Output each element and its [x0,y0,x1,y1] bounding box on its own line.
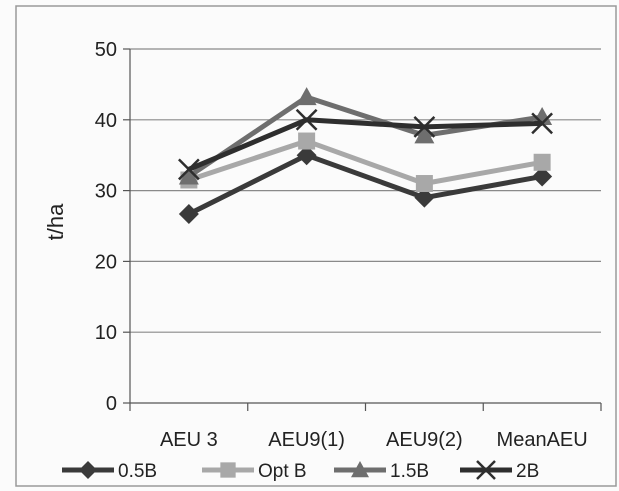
marker-triangle [178,166,199,185]
marker-x [295,108,318,131]
legend-label: 2B [516,461,539,482]
x-tick-label: AEU9(2) [386,429,463,451]
x-tick-label: AEU9(1) [268,429,345,451]
y-tick-label: 50 [95,39,117,61]
y-axis-title: t/ha [43,203,68,240]
y-tick-label: 20 [95,251,117,273]
y-tick-label: 0 [106,393,117,415]
marker-square [298,132,316,150]
marker-x-stroke [295,108,318,131]
legend-label: Opt B [258,461,307,482]
series-line [187,152,543,217]
y-tick-label: 10 [95,322,117,344]
x-tick-label: MeanAEU [497,429,588,451]
marker-x [413,115,436,138]
series-0-5b [178,145,553,224]
series-line [187,117,543,172]
marker-x-stroke [413,115,436,138]
legend-item: 2B [460,460,539,482]
marker-square [415,175,433,193]
marker-x [476,460,496,480]
marker-triangle [296,87,317,106]
chart-border [15,5,617,487]
marker-diamond [79,461,97,479]
marker-square [220,462,236,478]
marker-x-stroke [177,158,200,181]
legend-item: Opt B [202,461,307,482]
marker-diamond [532,166,553,187]
legend-label: 0.5B [118,461,157,482]
marker-square [533,153,551,171]
marker-triangle [414,125,435,144]
x-tick-label: AEU 3 [160,429,218,451]
marker-diamond [414,187,435,208]
legend-item: 0.5B [62,461,157,482]
legend-label: 1.5B [390,461,429,482]
marker-x-stroke [531,112,554,135]
marker-triangle [532,106,553,125]
y-tick-label: 40 [95,110,117,132]
marker-x [177,158,200,181]
marker-triangle [351,461,369,478]
marker-x [531,112,554,135]
y-tick-label: 30 [95,181,117,203]
marker-diamond [178,203,199,224]
legend-item: 1.5B [334,461,429,482]
marker-diamond [296,145,317,166]
series-2b [177,108,554,181]
marker-x-stroke [476,460,496,480]
series-line [188,138,543,187]
